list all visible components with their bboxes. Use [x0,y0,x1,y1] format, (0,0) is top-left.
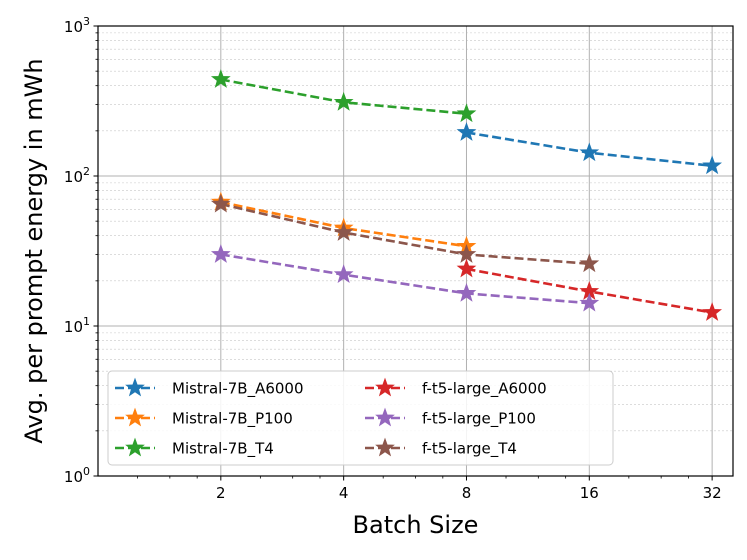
legend-label: f-t5-large_T4 [422,440,517,459]
legend-marker [375,437,395,457]
data-point [333,264,354,284]
data-point [210,193,231,213]
data-point [456,103,477,123]
legend: Mistral-7B_A6000 Mistral-7B_P100 Mistral-7… [107,370,614,466]
data-point [456,244,477,263]
data-point [210,244,231,263]
data-point [333,91,354,111]
data-point [702,302,722,321]
data-point [579,253,600,273]
series-Mistral-7B_A6000 [456,122,722,175]
x-tick-label: 32 [703,484,722,502]
legend-marker [125,437,145,457]
legend-label: Mistral-7B_T4 [172,440,274,459]
legend-item: f-t5-large_P100 [365,407,536,429]
legend-marker [375,377,395,397]
legend-item: f-t5-large_T4 [365,437,517,459]
series-layer [210,69,722,321]
series-f-t5-large_A6000 [456,258,722,321]
legend-item: Mistral-7B_P100 [115,407,293,429]
data-point [456,258,477,278]
y-tick-label: 100 [64,465,90,486]
series-Mistral-7B_T4 [210,69,477,123]
data-point [456,282,477,302]
ticks: 100 101 102 103 2 4 8 16 32 [64,15,722,502]
legend-label: Mistral-7B_A6000 [172,380,304,399]
series-line [220,202,590,266]
x-tick-label: 8 [462,484,472,502]
legend-label: Mistral-7B_P100 [172,410,293,429]
legend-marker [375,407,395,427]
x-tick-label: 2 [216,484,226,502]
data-point [456,122,477,141]
legend-box [107,370,614,466]
y-tick-label: 101 [64,315,90,336]
x-axis-title: Batch Size [353,511,479,539]
legend-item: f-t5-large_A6000 [365,377,547,399]
series-line [220,253,590,305]
legend-label: f-t5-large_P100 [422,410,536,429]
legend-item: Mistral-7B_T4 [115,437,274,459]
series-f-t5-large_T4 [210,193,600,273]
data-point [333,222,354,241]
y-axis-title: Avg. per prompt energy in mWh [20,58,48,443]
data-point [579,292,600,312]
y-tick-label: 102 [64,165,90,186]
legend-item: Mistral-7B_A6000 [115,377,304,399]
data-point [702,155,722,175]
data-point [210,69,231,88]
legend-marker [125,377,145,397]
y-tick-label: 103 [64,15,90,36]
legend-marker [125,407,145,427]
x-tick-label: 16 [580,484,599,502]
legend-label: f-t5-large_A6000 [422,380,547,399]
data-point [579,142,600,162]
x-tick-label: 4 [339,484,349,502]
series-f-t5-large_P100 [210,244,600,312]
